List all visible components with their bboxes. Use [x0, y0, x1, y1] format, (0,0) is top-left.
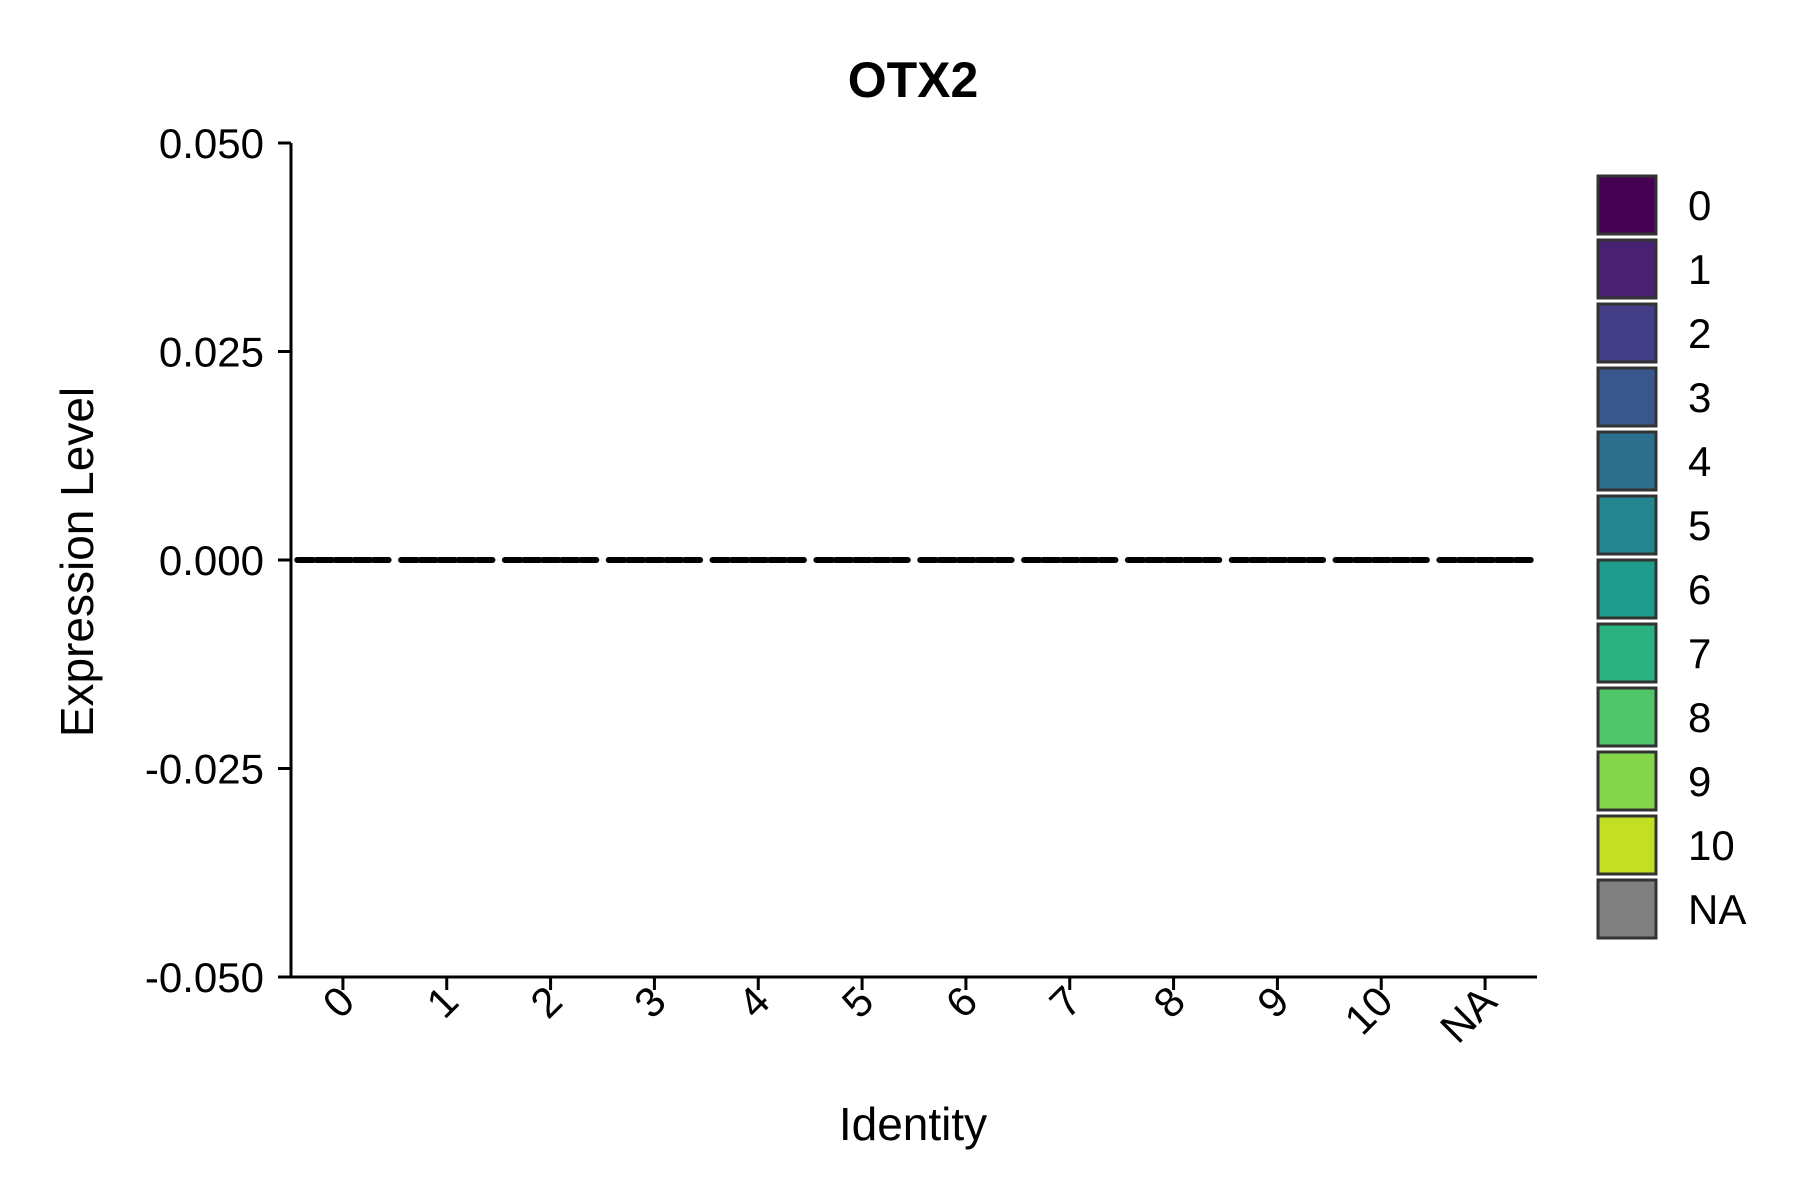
legend-label: 9 — [1688, 758, 1711, 805]
legend-swatch — [1596, 494, 1658, 556]
legend-swatch — [1596, 622, 1658, 684]
y-tick-label: 0.050 — [159, 120, 264, 167]
y-tick-label: -0.050 — [145, 954, 264, 1001]
x-tick-label: 3 — [625, 977, 675, 1027]
legend-label: 2 — [1688, 310, 1711, 357]
legend-label: 4 — [1688, 438, 1711, 485]
x-tick-label: 5 — [833, 977, 883, 1027]
chart-title: OTX2 — [848, 52, 979, 108]
legend-swatch — [1596, 558, 1658, 620]
y-axis-label: Expression Level — [51, 387, 103, 737]
legend-label: 10 — [1688, 822, 1735, 869]
legend-swatch — [1596, 430, 1658, 492]
x-tick-label: 4 — [729, 977, 779, 1027]
legend: 0 1 2 3 4 5 6 7 8 9 10 NA — [1596, 174, 1746, 940]
legend-swatch — [1596, 302, 1658, 364]
y-ticks: 0.050 0.025 0.000 -0.025 -0.050 — [145, 120, 291, 1001]
legend-label: 1 — [1688, 246, 1711, 293]
legend-label: 5 — [1688, 502, 1711, 549]
x-tick-label: 2 — [521, 977, 571, 1027]
y-tick-label: -0.025 — [145, 746, 264, 793]
legend-swatch — [1596, 366, 1658, 428]
x-ticks: 0 1 2 3 4 5 6 7 8 9 10 NA — [314, 977, 1506, 1052]
x-tick-label: 0 — [314, 977, 364, 1027]
legend-label: 0 — [1688, 182, 1711, 229]
x-tick-label: 10 — [1335, 977, 1401, 1043]
legend-swatch — [1596, 814, 1658, 876]
y-tick-label: 0.000 — [159, 537, 264, 584]
x-tick-label: 6 — [937, 977, 987, 1027]
x-tick-label: 9 — [1248, 977, 1298, 1027]
y-tick-label: 0.025 — [159, 329, 264, 376]
legend-label: 3 — [1688, 374, 1711, 421]
legend-swatch — [1596, 750, 1658, 812]
legend-label: 8 — [1688, 694, 1711, 741]
legend-swatch — [1596, 878, 1658, 940]
x-tick-label: 1 — [417, 977, 467, 1027]
x-tick-label: 8 — [1144, 977, 1194, 1027]
x-tick-label: 7 — [1040, 977, 1090, 1027]
legend-swatch — [1596, 238, 1658, 300]
x-axis-label: Identity — [839, 1098, 987, 1150]
legend-swatch — [1596, 686, 1658, 748]
legend-label: NA — [1688, 886, 1746, 933]
legend-label: 6 — [1688, 566, 1711, 613]
x-tick-label: NA — [1431, 977, 1506, 1052]
legend-swatch — [1596, 174, 1658, 236]
legend-label: 7 — [1688, 630, 1711, 677]
